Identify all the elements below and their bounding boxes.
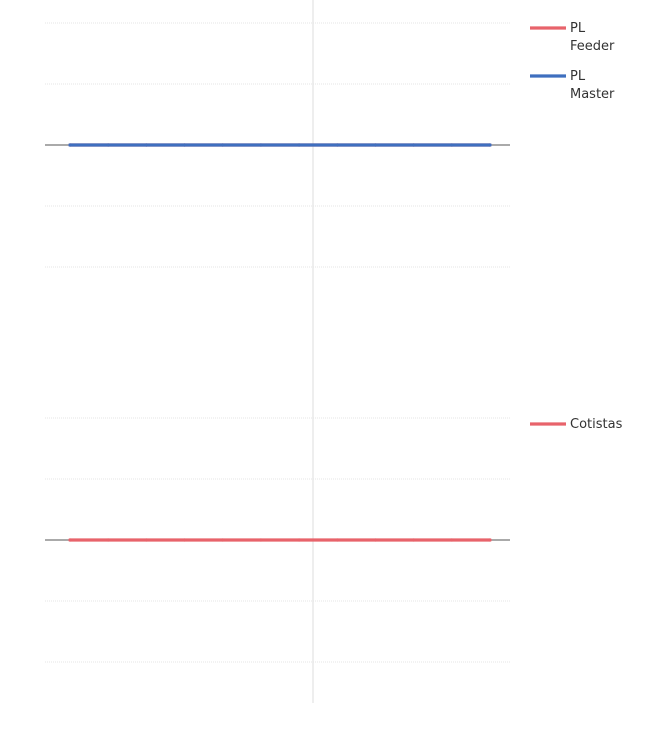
- data-point: [297, 538, 301, 542]
- data-point: [68, 143, 72, 147]
- data-point: [144, 538, 148, 542]
- data-point: [144, 143, 148, 147]
- data-point: [488, 538, 492, 542]
- legend-label: PL Master: [570, 69, 615, 102]
- data-point: [221, 538, 225, 542]
- data-point: [412, 538, 416, 542]
- data-point: [106, 143, 110, 147]
- chart-1: PL Feeder PL Master: [45, 21, 615, 268]
- data-point: [450, 143, 454, 147]
- data-point: [68, 538, 72, 542]
- data-point: [221, 143, 225, 147]
- chart-2: Cotistas: [45, 417, 623, 663]
- data-point: [450, 538, 454, 542]
- data-point: [488, 143, 492, 147]
- legend-label: Cotistas: [570, 417, 623, 432]
- data-point: [259, 143, 263, 147]
- data-point: [106, 538, 110, 542]
- data-point: [373, 143, 378, 147]
- data-point: [335, 538, 339, 542]
- data-point: [412, 143, 416, 147]
- legend: PL Feeder PL Master: [530, 21, 615, 102]
- legend-label: PL Feeder: [570, 21, 615, 54]
- data-point: [297, 143, 301, 147]
- legend: Cotistas: [530, 417, 623, 432]
- data-point: [182, 143, 187, 147]
- data-point: [335, 143, 339, 147]
- data-point: [182, 538, 187, 542]
- data-point: [259, 538, 263, 542]
- data-point: [373, 538, 378, 542]
